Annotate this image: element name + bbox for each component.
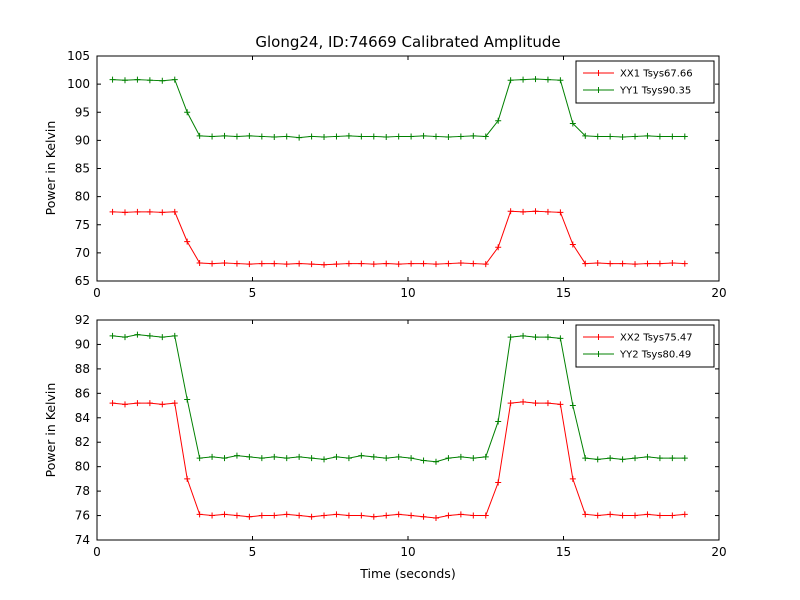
series-markers-xx1 <box>109 208 688 268</box>
legend-marker <box>595 70 602 76</box>
legend-box <box>575 324 715 368</box>
legend-marker <box>595 87 602 93</box>
x-tick-label: 15 <box>556 545 571 559</box>
y-tick-label: 82 <box>75 435 90 449</box>
series-markers-yy2 <box>109 331 688 465</box>
series-markers-yy1 <box>109 76 688 141</box>
y-tick-label: 84 <box>75 411 90 425</box>
y-axis-label-top: Power in Kelvin <box>43 121 58 216</box>
y-tick-label: 86 <box>75 386 90 400</box>
y-tick-label: 70 <box>75 246 90 260</box>
legend-label: XX2 Tsys75.47 <box>620 333 693 344</box>
y-tick-label: 92 <box>75 313 90 327</box>
y-tick-label: 100 <box>67 77 90 91</box>
legend-label: YY2 Tsys80.49 <box>619 350 691 361</box>
y-tick-label: 74 <box>75 533 90 547</box>
y-tick-label: 80 <box>75 190 90 204</box>
x-axis-label: Time (seconds) <box>359 566 455 581</box>
x-tick-label: 20 <box>711 286 726 300</box>
x-tick-label: 20 <box>711 545 726 559</box>
y-tick-label: 95 <box>75 105 90 119</box>
x-tick-label: 0 <box>93 545 101 559</box>
subplot-2: 0 5 10 15 20 74 76 78 80 82 84 86 88 90 92 XX2 Tsys75.4… <box>75 313 727 559</box>
legend-marker <box>595 351 602 357</box>
x-tick-label: 10 <box>400 286 415 300</box>
y-tick-label: 105 <box>67 49 90 63</box>
y-tick-label: 90 <box>75 337 90 351</box>
subplot-1: 0 5 10 15 20 65 70 75 80 85 90 95 100 105 XX1 Tsys67.6… <box>67 49 727 300</box>
y-tick-label: 88 <box>75 362 90 376</box>
x-tick-label: 10 <box>400 545 415 559</box>
y-tick-label: 76 <box>75 509 90 523</box>
legend-label: XX1 Tsys67.66 <box>620 69 693 80</box>
series-markers-xx2 <box>109 398 688 521</box>
legend-box <box>575 60 715 104</box>
x-tick-label: 15 <box>556 286 571 300</box>
x-tick-label: 5 <box>249 286 257 300</box>
y-axis-label-bottom: Power in Kelvin <box>43 383 58 478</box>
y-tick-label: 65 <box>75 274 90 288</box>
legend-label: YY1 Tsys90.35 <box>619 86 691 97</box>
y-tick-label: 90 <box>75 133 90 147</box>
x-tick-label: 0 <box>93 286 101 300</box>
y-tick-label: 75 <box>75 218 90 232</box>
legend-marker <box>595 334 602 340</box>
x-tick-label: 5 <box>249 545 257 559</box>
y-tick-label: 85 <box>75 162 90 176</box>
y-tick-label: 78 <box>75 484 90 498</box>
chart-title: Glong24, ID:74669 Calibrated Amplitude <box>255 33 560 51</box>
y-tick-label: 80 <box>75 460 90 474</box>
series-line-xx2 <box>112 401 685 519</box>
series-line-xx1 <box>112 210 685 266</box>
